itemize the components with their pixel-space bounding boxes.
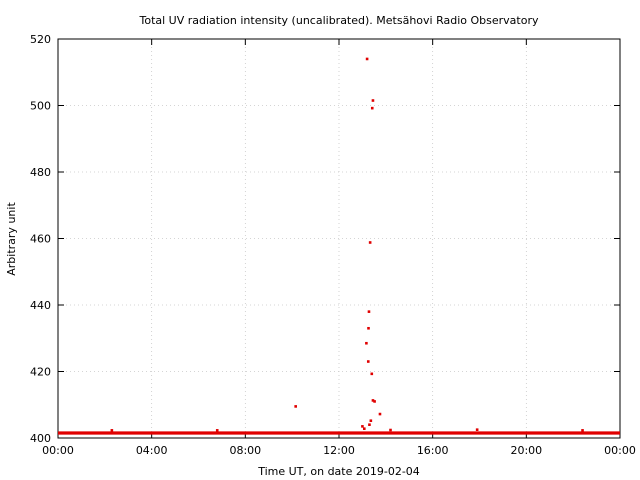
data-point [367, 310, 371, 313]
axis-ticks [57, 38, 621, 439]
y-tick-labels: 400 420 440 460 480 500 520 [30, 33, 51, 445]
x-axis-label: Time UT, on date 2019-02-04 [257, 465, 420, 478]
data-point [389, 428, 392, 432]
data-point [378, 412, 382, 416]
y-tick-label: 440 [30, 299, 51, 312]
data-point [365, 341, 368, 345]
x-tick-label: 00:00 [42, 444, 74, 457]
data-point [361, 425, 364, 428]
x-tick-label: 20:00 [510, 444, 542, 457]
data-point [370, 372, 374, 376]
data-point [215, 429, 219, 432]
data-point [370, 106, 374, 110]
chart-title: Total UV radiation intensity (uncalibrat… [139, 14, 539, 27]
grid-lines [58, 39, 620, 438]
data-point [110, 429, 114, 432]
y-tick-label: 460 [30, 233, 51, 246]
data-point [365, 57, 369, 61]
y-tick-label: 500 [30, 100, 51, 113]
y-tick-label: 400 [30, 432, 51, 445]
data-point [369, 419, 373, 423]
data-point [362, 427, 366, 430]
x-tick-label: 12:00 [323, 444, 355, 457]
data-point [475, 428, 479, 431]
x-tick-label: 16:00 [417, 444, 449, 457]
y-tick-label: 520 [30, 33, 51, 46]
data-point [366, 360, 370, 363]
data-point [368, 241, 372, 244]
data-point [367, 326, 370, 330]
y-tick-label: 480 [30, 166, 51, 179]
x-tick-label: 04:00 [136, 444, 168, 457]
x-tick-labels: 00:00 04:00 08:00 12:00 16:00 20:00 00:00 [42, 444, 636, 457]
uv-series [58, 57, 620, 435]
data-point [371, 99, 375, 102]
data-point [373, 400, 376, 403]
data-point [368, 423, 371, 426]
data-point [581, 429, 584, 432]
x-tick-label: 08:00 [229, 444, 261, 457]
y-tick-label: 420 [30, 366, 51, 379]
data-point [371, 399, 375, 402]
data-point [294, 405, 297, 408]
y-axis-label: Arbitrary unit [5, 202, 18, 276]
x-tick-label: 00:00 [604, 444, 636, 457]
